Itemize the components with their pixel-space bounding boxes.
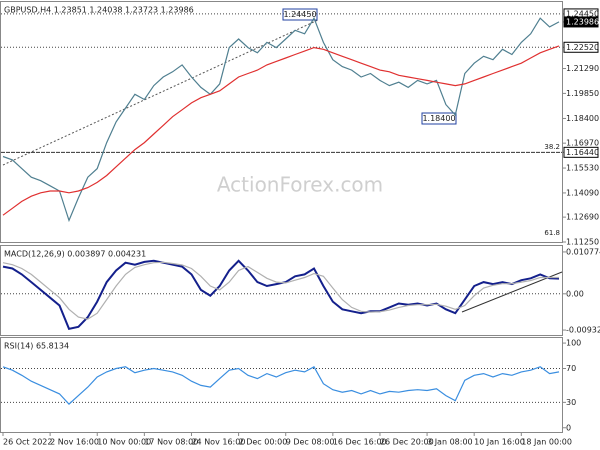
annotation-box [282,8,318,21]
panel-title: RSI(14) 65.8134 [4,342,69,351]
annotation: 1.24450 [283,10,316,19]
x-tick-label: 2 Nov 16:00 [50,438,99,447]
x-tick-label: 10 Nov 00:00 [97,438,151,447]
y-tick-label: 0.010774 [566,247,600,256]
y-tick-label: 1.12690 [566,213,599,222]
y-tick-label: 1.21290 [566,64,599,73]
y-tick-label: 1.16970 [566,139,599,148]
tick-box [563,16,599,28]
tick-box [563,146,599,158]
y-tick-label: 1.14090 [566,188,599,197]
annotation-box [421,112,457,125]
y-tick-label: 1.11250 [566,238,599,247]
series-line [2,261,559,320]
y-tick-label: 1.18400 [566,114,599,123]
x-tick-label: 24 Nov 16:00 [191,438,245,447]
x-tick-label: 2 Dec 00:00 [239,438,288,447]
fib-label: 38.2 [544,143,560,151]
series-line [2,45,560,216]
series-line [2,365,560,405]
y-tick-label: 1.22520 [566,43,599,52]
panel-title: GBPUSD,H4 1.23851 1.24038 1.23723 1.2398… [4,6,194,15]
x-tick-label: 18 Jan 00:00 [521,438,572,447]
price-panel [0,1,563,243]
x-tick-label: 17 Nov 08:00 [144,438,198,447]
y-tick-label: 1.15530 [566,164,599,173]
x-tick-label: 26 Dec 20:00 [380,438,434,447]
fib-label: 61.8 [544,229,560,237]
x-tick-label: 26 Oct 2022 [3,438,52,447]
series-line [2,16,560,223]
annotation: 1.18400 [422,114,455,123]
y-tick-label: 1.23986 [566,17,599,26]
macd-panel [0,245,563,336]
panel-title: MACD(12,26,9) 0.003897 0.004231 [4,250,146,259]
y-tick-label: 70 [566,364,576,373]
y-tick-label: 0.00 [566,289,584,298]
watermark: ActionForex.com [217,173,383,197]
y-tick-label: 1.24450 [566,9,599,18]
x-tick-label: 10 Jan 16:00 [474,438,525,447]
tick-box [563,41,599,53]
y-tick-label: 100 [566,339,581,348]
macd-trend-line [461,271,563,313]
y-tick-label: 1.16440 [566,148,599,157]
y-tick-label: -0.009328 [566,326,600,335]
rsi-panel [0,337,563,433]
x-tick-label: 3 Jan 08:00 [427,438,473,447]
y-tick-label: 30 [566,398,576,407]
y-tick-label: 1.19850 [566,89,599,98]
x-tick-label: 9 Dec 08:00 [286,438,335,447]
y-tick-label: 0 [566,423,571,432]
x-tick-label: 16 Dec 16:00 [333,438,387,447]
